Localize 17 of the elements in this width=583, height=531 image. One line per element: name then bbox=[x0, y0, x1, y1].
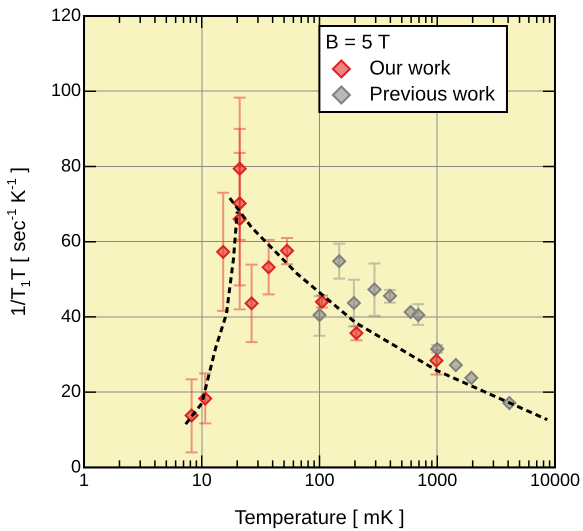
y-tick-label: 0 bbox=[71, 456, 82, 476]
x-axis-title: Temperature [ mK ] bbox=[234, 507, 405, 529]
x-tick-label: 10 bbox=[192, 470, 212, 490]
x-tick-label: 100 bbox=[304, 470, 335, 490]
x-tick-label: 1000 bbox=[417, 470, 458, 490]
y-tick-label: 60 bbox=[61, 230, 82, 251]
y-tick-label: 100 bbox=[50, 80, 82, 100]
y-tick-label: 120 bbox=[50, 4, 82, 25]
legend-title: B = 5 T bbox=[325, 32, 390, 54]
x-tick-label: 10000 bbox=[530, 470, 580, 490]
legend-label: Our work bbox=[369, 58, 452, 80]
y-tick-label: 80 bbox=[61, 155, 82, 176]
y-tick-label: 20 bbox=[61, 381, 82, 402]
y-tick-label: 40 bbox=[61, 306, 82, 326]
legend-label: Previous work bbox=[369, 84, 496, 106]
x-tick-label: 1 bbox=[79, 470, 90, 490]
y-axis-title: 1/T1T [ sec-1 K-1 ] bbox=[4, 167, 33, 316]
